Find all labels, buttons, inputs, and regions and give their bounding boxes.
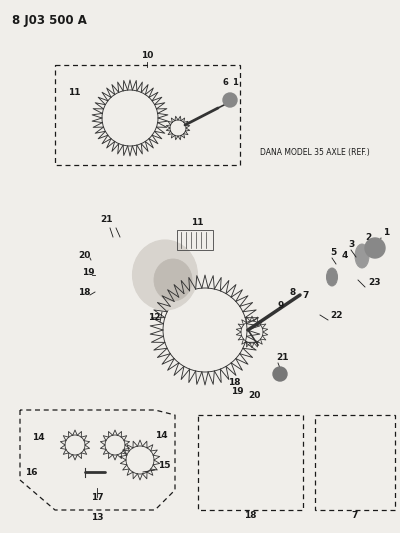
Text: 21: 21 bbox=[276, 353, 288, 362]
Text: 7: 7 bbox=[352, 511, 358, 520]
Text: 15: 15 bbox=[158, 461, 170, 470]
Text: 8: 8 bbox=[290, 288, 296, 297]
Circle shape bbox=[223, 93, 237, 107]
Text: 11: 11 bbox=[68, 88, 80, 97]
Bar bbox=[55, 65, 240, 165]
Text: 21: 21 bbox=[100, 215, 112, 224]
Text: 1: 1 bbox=[383, 228, 389, 237]
Text: 4: 4 bbox=[342, 251, 348, 260]
Ellipse shape bbox=[154, 259, 192, 301]
Text: 12: 12 bbox=[148, 313, 160, 322]
Text: 17: 17 bbox=[91, 493, 103, 502]
Bar bbox=[177, 230, 213, 250]
Bar bbox=[198, 415, 303, 510]
Text: 7: 7 bbox=[302, 291, 308, 300]
Text: DANA MODEL 35 AXLE (REF.): DANA MODEL 35 AXLE (REF.) bbox=[260, 148, 370, 157]
Text: 23: 23 bbox=[368, 278, 380, 287]
Text: 16: 16 bbox=[25, 468, 38, 477]
Text: 19: 19 bbox=[82, 268, 95, 277]
Text: 18: 18 bbox=[244, 511, 257, 520]
Text: 6: 6 bbox=[222, 78, 228, 87]
Text: 13: 13 bbox=[91, 513, 103, 522]
Text: 2: 2 bbox=[365, 233, 371, 242]
Text: 10: 10 bbox=[141, 51, 153, 60]
Text: 18: 18 bbox=[228, 378, 240, 387]
Text: 9: 9 bbox=[278, 301, 284, 310]
Text: 20: 20 bbox=[248, 391, 260, 400]
Bar bbox=[315, 415, 395, 510]
Ellipse shape bbox=[355, 244, 369, 268]
Text: 20: 20 bbox=[78, 251, 90, 260]
Text: 14: 14 bbox=[155, 431, 168, 440]
Text: 18: 18 bbox=[78, 288, 90, 297]
Ellipse shape bbox=[132, 240, 198, 310]
Text: 11: 11 bbox=[191, 218, 203, 227]
Text: 14: 14 bbox=[32, 433, 45, 442]
Text: 8 J03 500 A: 8 J03 500 A bbox=[12, 14, 87, 27]
Text: 22: 22 bbox=[330, 311, 342, 320]
Circle shape bbox=[273, 367, 287, 381]
Text: 3: 3 bbox=[348, 240, 354, 249]
Text: 1: 1 bbox=[232, 78, 238, 87]
Text: 19: 19 bbox=[231, 387, 244, 396]
Ellipse shape bbox=[326, 268, 338, 286]
Circle shape bbox=[365, 238, 385, 258]
Text: 5: 5 bbox=[330, 248, 336, 257]
